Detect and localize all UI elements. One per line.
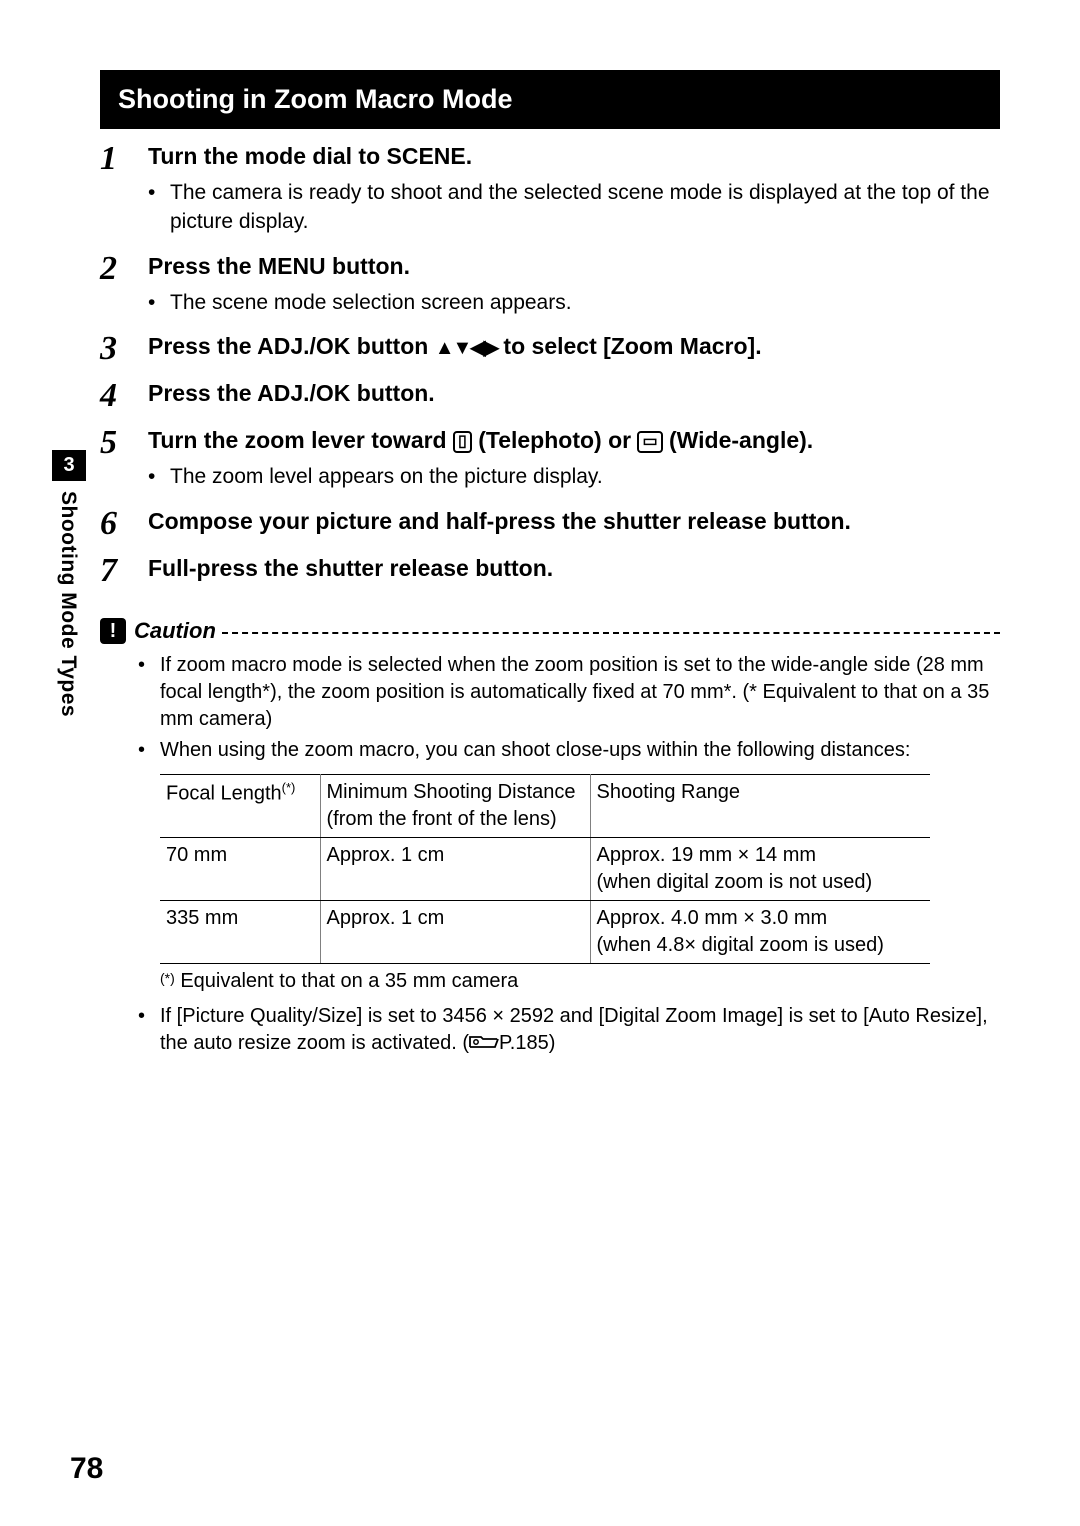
table-header-cell: Shooting Range: [590, 774, 930, 837]
step: 6Compose your picture and half-press the…: [100, 506, 1000, 543]
table-footnote: (*) Equivalent to that on a 35 mm camera: [160, 970, 1000, 993]
bullet-text-post: ): [549, 1032, 556, 1054]
step-body: Turn the mode dial to SCENE. The camera i…: [148, 141, 1000, 241]
shooting-range-table: Focal Length(*)Minimum Shooting Distance…: [160, 774, 930, 964]
step: 2Press the MENU button. The scene mode se…: [100, 251, 1000, 321]
bullet-text-pre: If [Picture Quality/Size] is set to 3456…: [160, 1005, 988, 1054]
table-row: 70 mmApprox. 1 cmApprox. 19 mm × 14 mm(w…: [160, 837, 930, 900]
step-number: 3: [100, 331, 148, 368]
table-cell: Approx. 1 cm: [320, 900, 590, 963]
table-cell: Approx. 19 mm × 14 mm(when digital zoom …: [590, 837, 930, 900]
step-heading: Turn the zoom lever toward ▯ (Telephoto)…: [148, 425, 1000, 456]
caution-icon: !: [100, 618, 126, 644]
step-body: Press the MENU button. The scene mode sel…: [148, 251, 1000, 321]
step: 3Press the ADJ./OK button ▲▼◀▶ to select…: [100, 331, 1000, 368]
page-ref: P.185: [499, 1032, 549, 1054]
direction-arrows-icon: ▲▼◀▶: [435, 337, 497, 359]
step: 4Press the ADJ./OK button.: [100, 378, 1000, 415]
step-bullet: The scene mode selection screen appears.: [148, 288, 1000, 317]
step-number: 7: [100, 553, 148, 590]
caution-bullet: If zoom macro mode is selected when the …: [138, 652, 1000, 733]
step-body: Press the ADJ./OK button.: [148, 378, 1000, 415]
step: 1Turn the mode dial to SCENE. The camera …: [100, 141, 1000, 241]
dash-line: [222, 632, 1000, 634]
table-row: 335 mmApprox. 1 cmApprox. 4.0 mm × 3.0 m…: [160, 900, 930, 963]
caution-label: Caution: [134, 618, 216, 644]
step: 7Full-press the shutter release button.: [100, 553, 1000, 590]
side-label: Shooting Mode Types: [56, 491, 80, 717]
page-content: Shooting in Zoom Macro Mode 1Turn the mo…: [100, 70, 1000, 1061]
step-heading: Turn the mode dial to SCENE.: [148, 141, 1000, 172]
table-cell: 335 mm: [160, 900, 320, 963]
step: 5Turn the zoom lever toward ▯ (Telephoto…: [100, 425, 1000, 495]
footnote-sup: (*): [160, 970, 175, 986]
step-bullet: The camera is ready to shoot and the sel…: [148, 178, 1000, 237]
page-ref-icon: [469, 1033, 499, 1051]
caution-header: ! Caution: [100, 618, 1000, 644]
table-cell: Approx. 1 cm: [320, 837, 590, 900]
side-tab: 3 Shooting Mode Types: [52, 450, 86, 717]
step-number: 1: [100, 141, 148, 241]
table-cell: Approx. 4.0 mm × 3.0 mm(when 4.8× digita…: [590, 900, 930, 963]
wide-angle-icon: ▭: [637, 431, 662, 453]
table-header-cell: Focal Length(*): [160, 774, 320, 837]
chapter-number: 3: [52, 450, 86, 481]
step-heading: Compose your picture and half-press the …: [148, 506, 1000, 537]
step-body: Full-press the shutter release button.: [148, 553, 1000, 590]
step-number: 4: [100, 378, 148, 415]
step-number: 5: [100, 425, 148, 495]
caution-bullet: If [Picture Quality/Size] is set to 3456…: [138, 1003, 1000, 1057]
step-body: Compose your picture and half-press the …: [148, 506, 1000, 543]
step-bullet: The zoom level appears on the picture di…: [148, 462, 1000, 491]
telephoto-icon: ▯: [453, 431, 472, 453]
step-number: 6: [100, 506, 148, 543]
footnote-text: Equivalent to that on a 35 mm camera: [175, 970, 519, 992]
table-cell: 70 mm: [160, 837, 320, 900]
step-body: Turn the zoom lever toward ▯ (Telephoto)…: [148, 425, 1000, 495]
step-heading: Full-press the shutter release button.: [148, 553, 1000, 584]
step-body: Press the ADJ./OK button ▲▼◀▶ to select …: [148, 331, 1000, 368]
page-number: 78: [70, 1452, 103, 1486]
step-heading: Press the ADJ./OK button.: [148, 378, 1000, 409]
step-heading: Press the MENU button.: [148, 251, 1000, 282]
step-heading: Press the ADJ./OK button ▲▼◀▶ to select …: [148, 331, 1000, 362]
table-header-cell: Minimum Shooting Distance (from the fron…: [320, 774, 590, 837]
page-title: Shooting in Zoom Macro Mode: [100, 70, 1000, 129]
step-number: 2: [100, 251, 148, 321]
caution-bullet: When using the zoom macro, you can shoot…: [138, 737, 1000, 764]
